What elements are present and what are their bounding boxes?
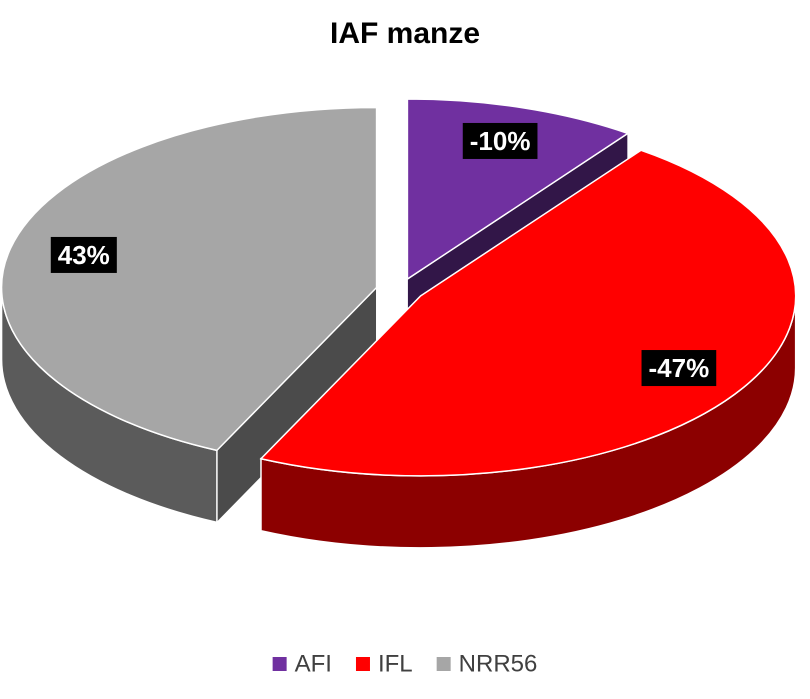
pie-slice-top <box>0 106 378 452</box>
data-label-box <box>641 350 717 387</box>
legend-label: NRR56 <box>459 650 538 677</box>
data-labels: -10% -47% 43% <box>50 122 717 387</box>
data-label: -47% <box>649 353 710 383</box>
legend-label: IFL <box>378 650 413 677</box>
pie-slice <box>259 149 797 549</box>
legend-swatch <box>436 657 451 671</box>
data-label-box <box>462 122 538 159</box>
chart-title: IAF manze <box>330 17 480 50</box>
pie-slice-top <box>406 98 630 281</box>
legend: AFI IFL NRR56 <box>272 650 538 677</box>
data-label: -10% <box>470 126 531 156</box>
data-label-box <box>50 236 117 273</box>
pie-slice-top <box>259 149 797 477</box>
legend-label: AFI <box>295 650 332 677</box>
legend-swatch <box>272 657 287 671</box>
pie <box>0 98 797 549</box>
data-label: 43% <box>58 240 110 270</box>
legend-swatch <box>355 657 370 671</box>
pie-slice <box>0 106 378 524</box>
